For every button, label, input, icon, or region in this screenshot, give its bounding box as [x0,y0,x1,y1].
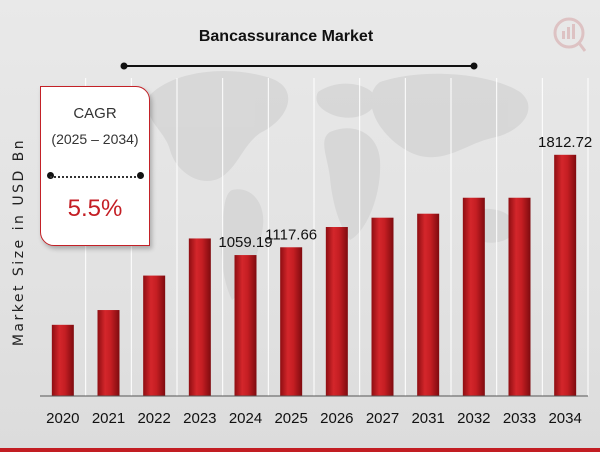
bar-2021 [97,310,120,396]
cagr-divider [50,176,140,178]
cagr-label: CAGR [73,105,117,122]
x-tick-label: 2020 [46,410,79,427]
bar-2020 [51,324,74,396]
x-tick-label: 2021 [92,410,125,427]
bar-2032 [462,197,485,396]
x-tick-label: 2022 [137,410,170,427]
bar-2026 [325,227,348,396]
x-tick-label: 2031 [411,410,444,427]
gridlines [85,78,589,396]
x-tick-label: 2034 [548,410,581,427]
x-tick-label: 2032 [457,410,490,427]
data-label: 1812.72 [538,134,592,151]
mrfr-logo-icon [553,17,586,52]
data-label: 1117.66 [265,226,317,243]
cagr-value: 5.5% [67,195,123,222]
title-underline [120,62,478,70]
bar-2033 [508,197,531,396]
x-tick-labels: 2020 2021 2022 2023 2024 2025 2026 2027 2031 2032… [46,410,582,427]
bar-2025 [280,247,303,396]
x-tick-label: 2027 [366,410,399,427]
x-tick-label: 2025 [274,410,307,427]
world-map-background [147,71,529,300]
data-label: 1059.19 [218,234,272,251]
bar-2027 [371,217,394,396]
x-tick-label: 2026 [320,410,353,427]
cagr-range: (2025 – 2034) [51,131,139,147]
x-tick-label: 2024 [229,410,262,427]
x-tick-label: 2023 [183,410,216,427]
y-axis-label: Market Size in USD Bn [11,138,27,346]
bottom-accent-strip [0,448,600,452]
cagr-divider-dot-left [47,172,54,179]
bar-2023 [188,238,211,396]
bar-2034 [554,154,577,396]
bars [51,154,577,396]
bar-2024 [234,255,257,396]
bar-2022 [143,275,166,396]
x-tick-label: 2033 [503,410,536,427]
bar-2031 [417,213,440,396]
cagr-callout: CAGR (2025 – 2034) 5.5% [40,86,150,246]
cagr-divider-dot-right [137,172,144,179]
chart-title: Bancassurance Market [199,28,374,45]
